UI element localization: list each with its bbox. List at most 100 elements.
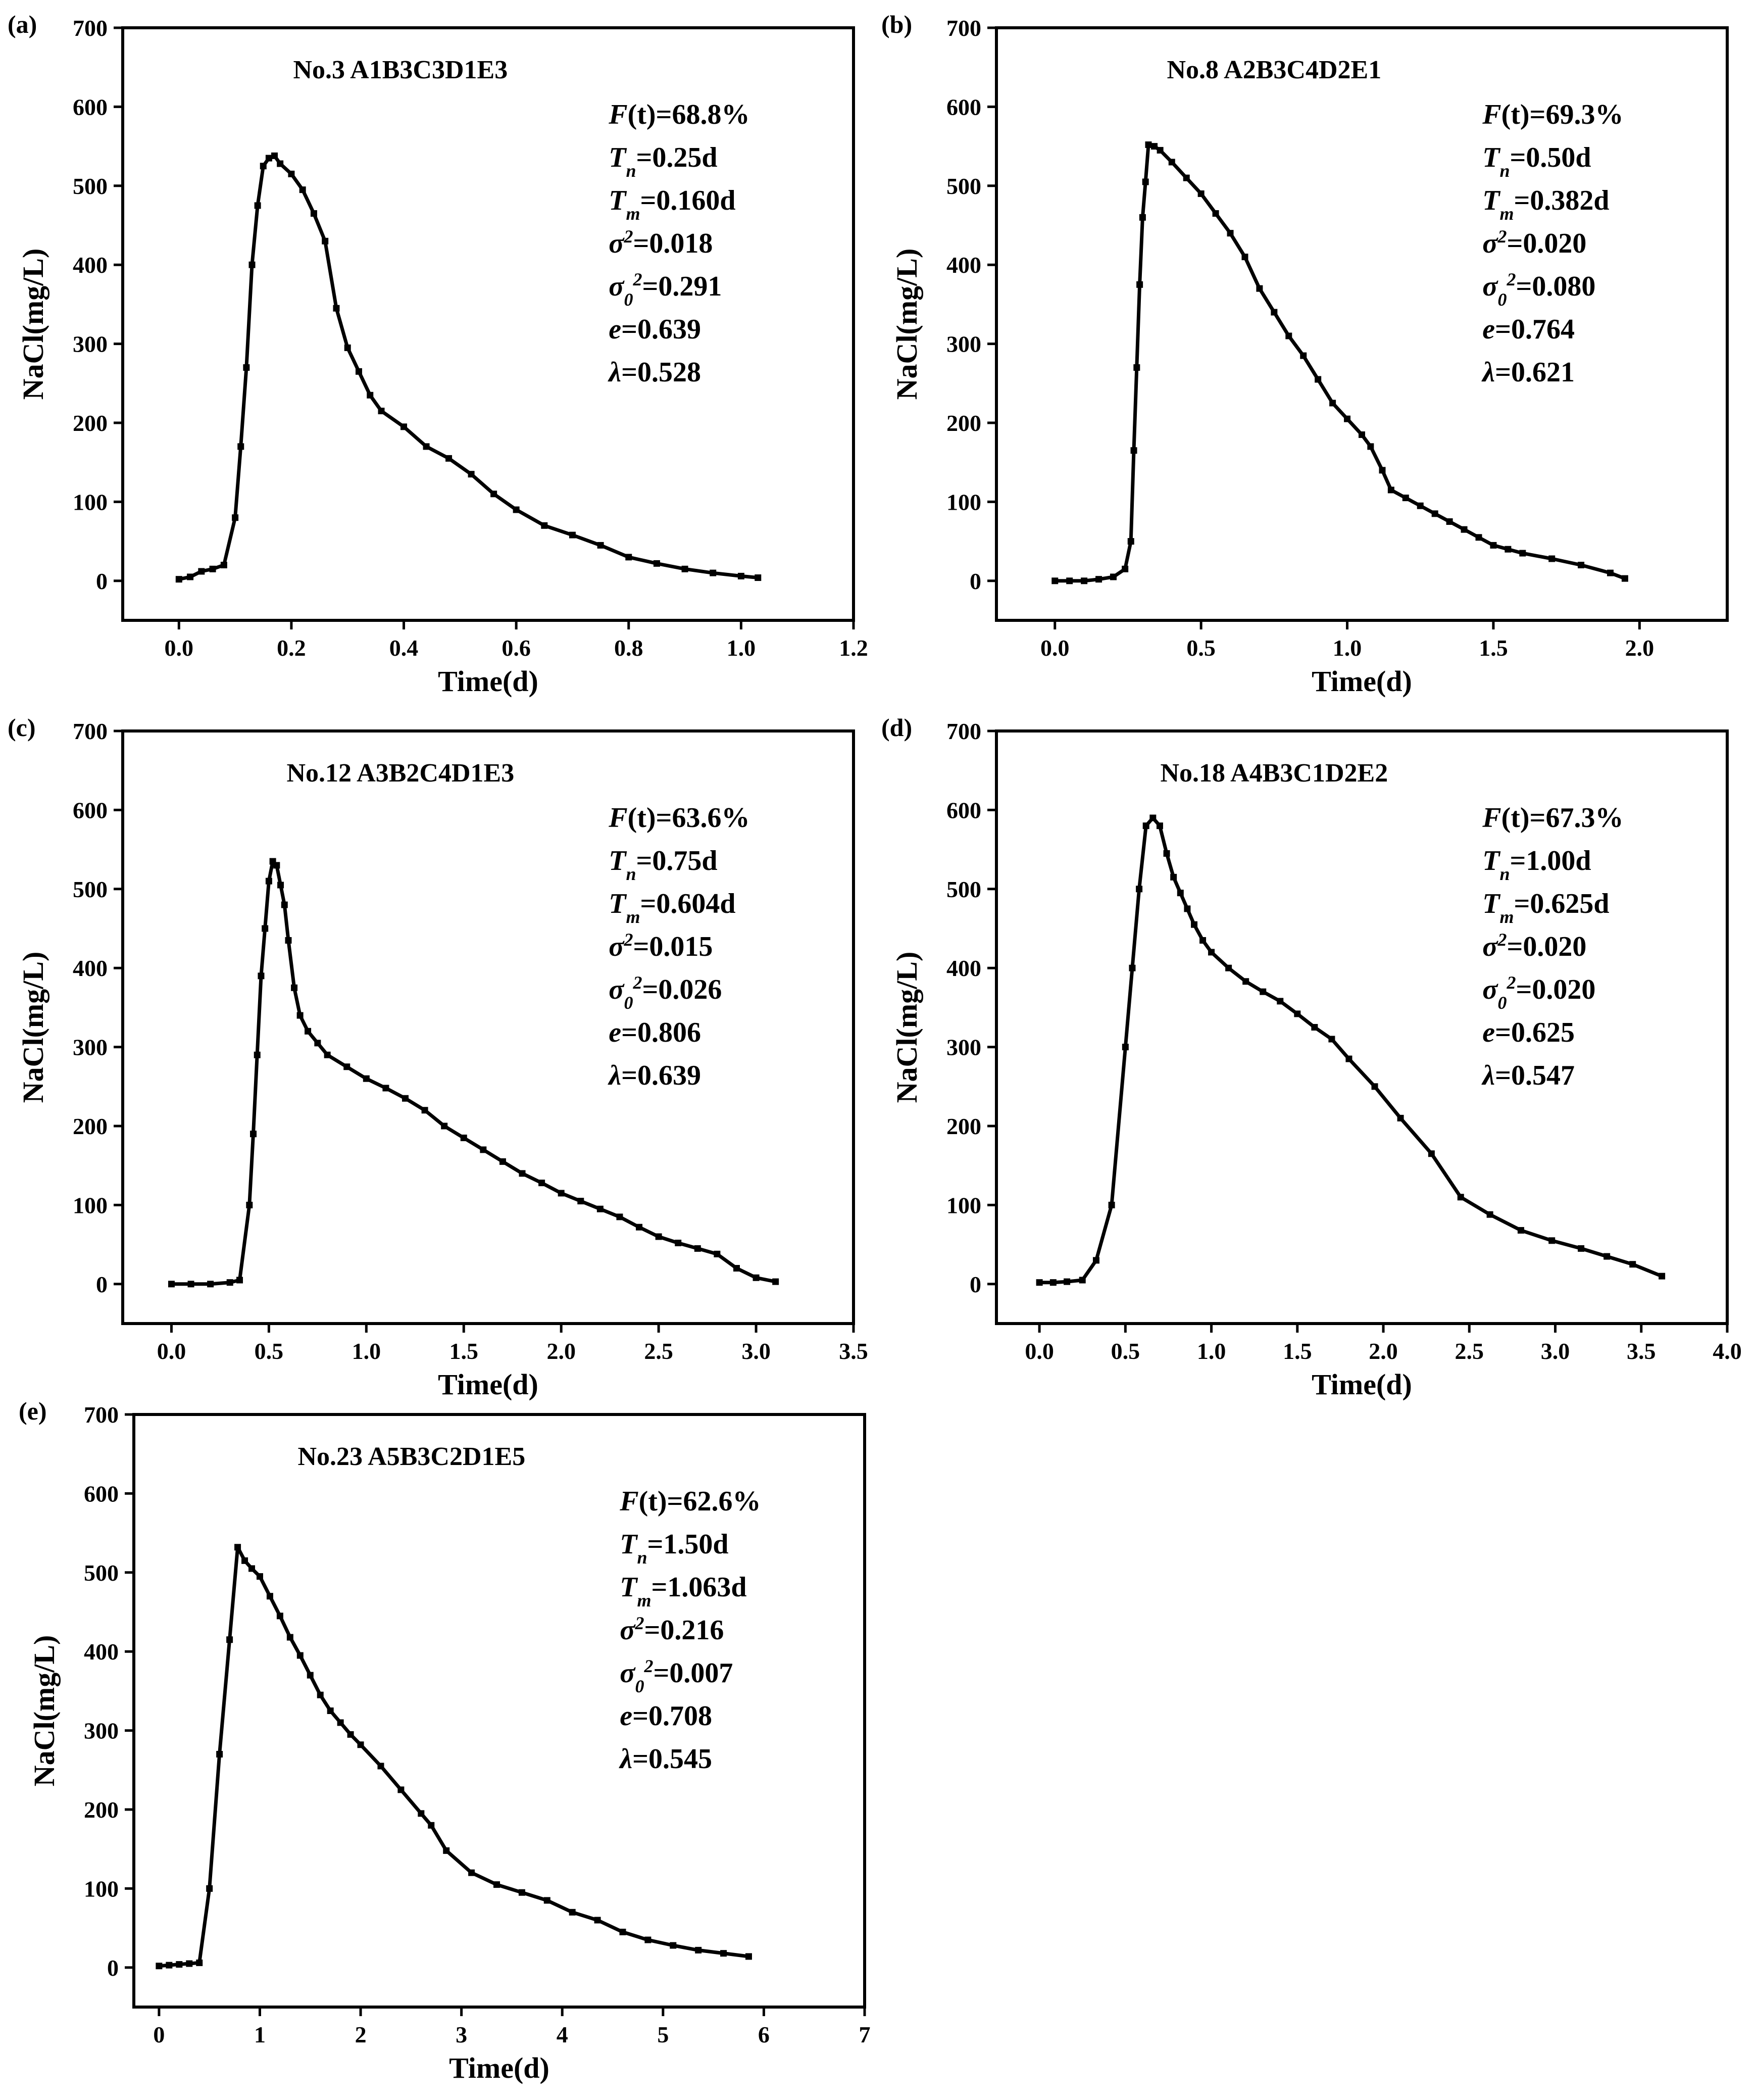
data-point [216, 1751, 223, 1758]
data-point [1130, 447, 1137, 454]
y-axis-title: NaCl(mg/L) [17, 952, 49, 1103]
data-point [296, 1012, 304, 1019]
stat-annotation: Tn=0.75d [609, 845, 717, 884]
data-point [1064, 1278, 1071, 1285]
data-point [1505, 546, 1512, 553]
y-tick-label: 600 [73, 797, 108, 823]
data-point [1142, 178, 1149, 185]
data-point [543, 1897, 550, 1904]
data-point [260, 163, 267, 170]
y-tick-label: 700 [73, 15, 108, 41]
stat-annotation: e=0.639 [609, 314, 701, 345]
stat-annotation: F(t)=63.6% [608, 802, 749, 834]
data-point [187, 573, 194, 580]
x-tick-label: 1 [254, 2022, 266, 2047]
data-point [675, 1239, 682, 1246]
y-tick-label: 500 [946, 173, 981, 199]
data-point [670, 1942, 677, 1949]
data-point [241, 1557, 248, 1564]
data-point [1379, 467, 1386, 474]
data-point [307, 1672, 314, 1679]
data-point [541, 522, 548, 529]
data-point [206, 1885, 213, 1892]
data-point [499, 1158, 506, 1165]
stat-annotation: λ=0.547 [1481, 1060, 1575, 1091]
data-point [1603, 1253, 1611, 1260]
data-point [1079, 1277, 1086, 1284]
data-point [1139, 214, 1146, 221]
data-point [1294, 1010, 1301, 1017]
data-point [428, 1822, 435, 1829]
data-point [322, 237, 329, 245]
y-tick-label: 100 [946, 489, 981, 515]
data-point [720, 1950, 727, 1957]
stat-annotation: σ02=0.291 [609, 269, 722, 310]
stat-annotation: e=0.625 [1482, 1017, 1575, 1048]
y-tick-label: 700 [946, 15, 981, 41]
y-tick-label: 0 [970, 1272, 981, 1297]
x-tick-label: 1.0 [1333, 635, 1362, 661]
data-point [209, 565, 216, 572]
data-point [460, 1134, 467, 1141]
y-tick-label: 400 [73, 252, 108, 278]
data-point [616, 1213, 623, 1220]
data-point [400, 423, 408, 430]
data-point [1277, 998, 1284, 1005]
data-point [1431, 510, 1438, 517]
data-point [1242, 978, 1249, 985]
y-tick-label: 600 [73, 94, 108, 120]
stat-annotation: Tm=0.160d [609, 185, 735, 224]
y-tick-label: 200 [73, 410, 108, 436]
data-point [262, 925, 269, 932]
data-point [753, 1274, 760, 1281]
x-tick-label: 2.0 [1625, 635, 1654, 661]
y-tick-label: 300 [73, 331, 108, 357]
stat-annotation: σ02=0.080 [1482, 269, 1595, 310]
y-tick-label: 500 [73, 876, 108, 902]
stat-annotation: σ2=0.018 [609, 226, 713, 259]
stat-annotation: Tn=1.00d [1482, 845, 1591, 884]
x-tick-label: 0.0 [1025, 1338, 1054, 1364]
y-tick-label: 200 [73, 1113, 108, 1139]
data-point [344, 344, 351, 351]
data-point [518, 1889, 525, 1896]
data-point [1051, 577, 1059, 584]
y-tick-label: 400 [946, 252, 981, 278]
data-point [594, 1917, 601, 1924]
y-axis-title: NaCl(mg/L) [17, 249, 49, 400]
data-point [314, 1040, 321, 1047]
stat-annotation: F(t)=69.3% [1482, 99, 1623, 130]
stat-annotation: F(t)=62.6% [619, 1486, 761, 1517]
data-point [596, 1205, 604, 1212]
stat-annotation: λ=0.621 [1481, 357, 1575, 388]
y-tick-label: 700 [84, 1402, 119, 1428]
data-point [772, 1278, 779, 1285]
data-point [1300, 352, 1307, 359]
data-point [1227, 230, 1234, 237]
data-point [1428, 1150, 1435, 1157]
data-point [1315, 376, 1322, 383]
data-point [619, 1928, 626, 1935]
data-point [1417, 502, 1424, 509]
x-axis-title: Time(d) [1312, 1368, 1412, 1401]
data-point [1170, 873, 1177, 881]
data-point [236, 1277, 243, 1284]
x-tick-label: 0.2 [277, 635, 306, 661]
data-point [324, 1051, 331, 1058]
plot-frame [121, 729, 855, 1325]
y-tick-label: 400 [946, 955, 981, 981]
data-point [1156, 822, 1163, 829]
y-tick-label: 200 [84, 1797, 119, 1823]
x-tick-label: 1.0 [1197, 1338, 1226, 1364]
data-point [291, 984, 298, 991]
stat-annotation: λ=0.545 [619, 1743, 712, 1775]
data-point [1345, 1055, 1352, 1062]
data-point [187, 1281, 194, 1288]
data-point [418, 1810, 425, 1817]
data-point [327, 1707, 334, 1714]
data-point [1578, 562, 1585, 569]
chart-panel-3: 0.0 0.5 1.0 1.5 2.0 2.5 3.0 3.5 0 100 200 300 400 500… [8, 713, 868, 1401]
y-tick-label: 700 [946, 718, 981, 744]
data-point [1177, 890, 1184, 897]
data-point [569, 1909, 576, 1916]
